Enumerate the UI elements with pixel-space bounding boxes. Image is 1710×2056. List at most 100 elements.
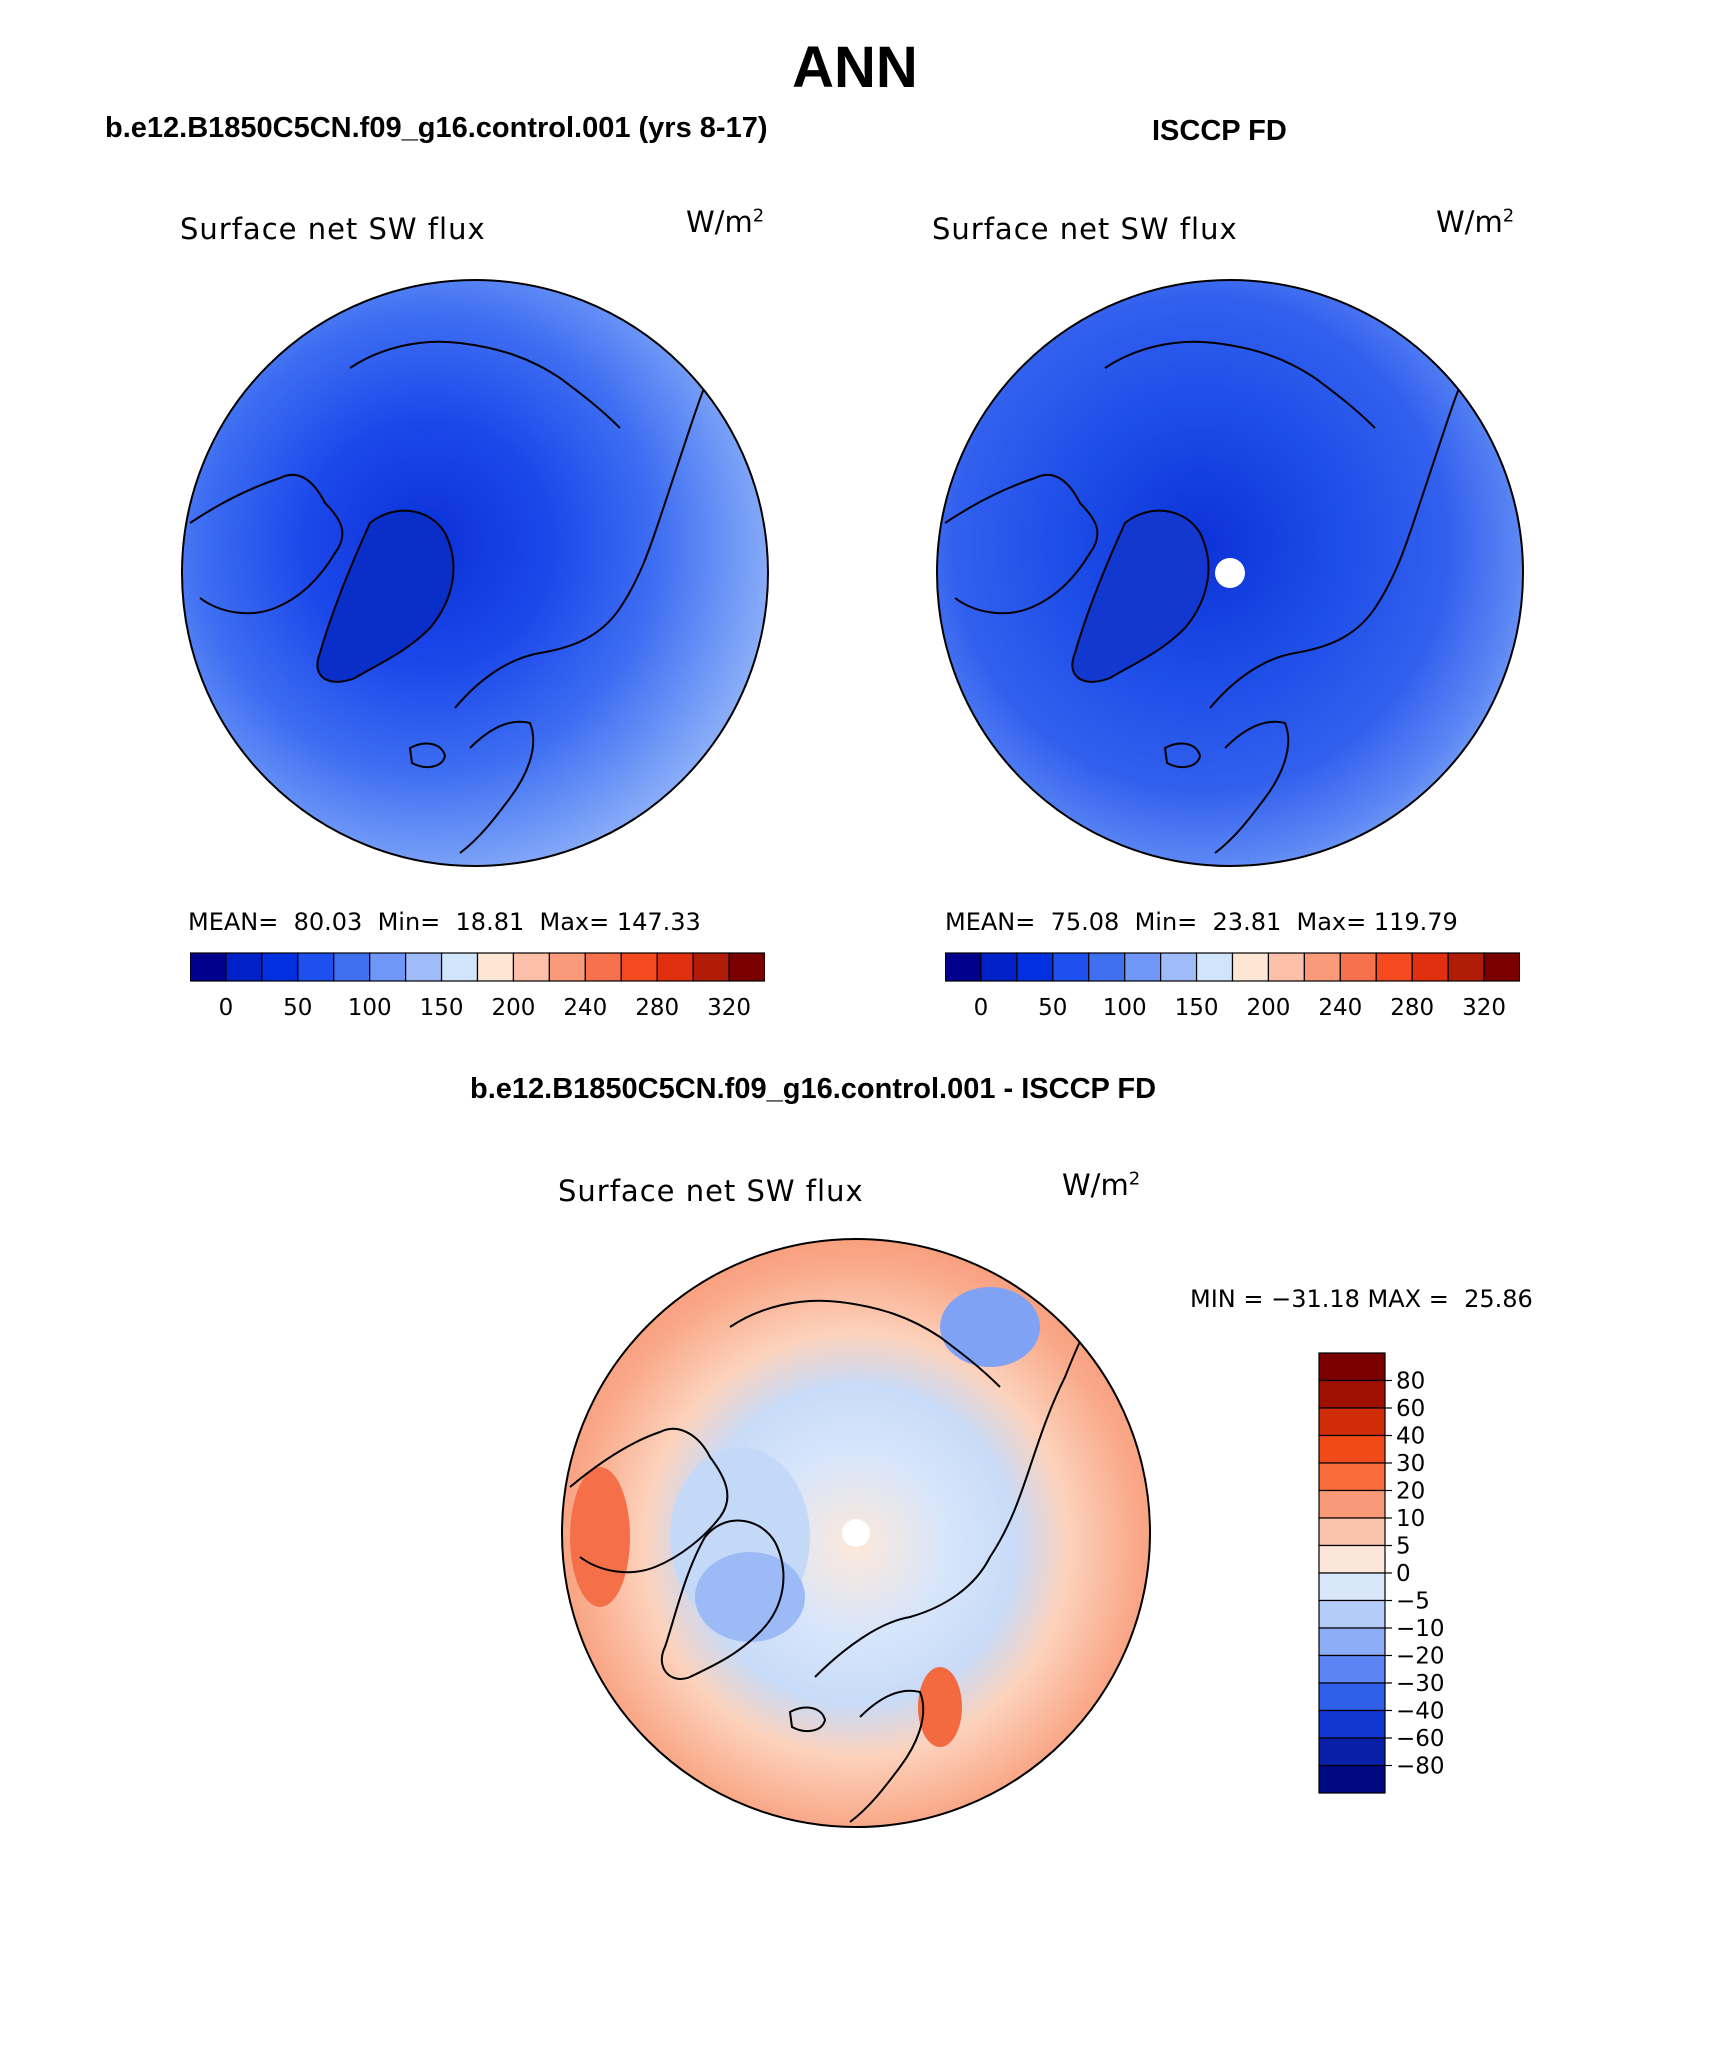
- panel1-canada-coast: [189, 473, 344, 615]
- panel3-colorbar-swatch: [1318, 1627, 1386, 1657]
- panel2-colorbar-swatch: [1267, 952, 1305, 982]
- panel3-colorbar-tick-label: −40: [1396, 1699, 1445, 1725]
- panel3-negative-anomaly-greenland: [695, 1552, 805, 1642]
- panel1-colorbar-tick-label: 200: [491, 995, 535, 1021]
- panel2-colorbar-tick-label: 0: [974, 995, 989, 1021]
- panel2-greenland-coast: [1071, 509, 1210, 683]
- panel2-colorbar-tick-label: 200: [1246, 995, 1290, 1021]
- panel2-colorbar-swatch: [945, 952, 982, 982]
- panel1-colorbar-tick-label: 320: [707, 995, 751, 1021]
- panel3-greenland-coast: [660, 1519, 785, 1680]
- panel3-colorbar-swatch: [1318, 1517, 1386, 1547]
- panel2-colorbar-tick-label: 240: [1318, 995, 1362, 1021]
- panel3-colorbar-tick-label: 40: [1396, 1424, 1425, 1450]
- panel1-colorbar-swatch: [548, 952, 586, 982]
- panel1-map-outline: [181, 279, 769, 867]
- panel1-field-fill: [182, 280, 768, 866]
- panel1-colorbar-tick-label: 280: [635, 995, 679, 1021]
- panel1-colorbar: 0 50 100 150 200 240 280 320: [190, 952, 765, 1021]
- panel3-negative-anomaly-siberia: [940, 1287, 1040, 1367]
- panel1-colorbar-tick-label: 240: [563, 995, 607, 1021]
- panel3-colorbar-swatch: [1318, 1737, 1386, 1767]
- panel3-colorbar-swatch: [1318, 1489, 1386, 1519]
- panel3-colorbar-tick-label: 20: [1396, 1479, 1425, 1505]
- panel2-polar-map: [936, 279, 1524, 867]
- panel3-colorbar-tick-label: 80: [1396, 1369, 1425, 1395]
- panel1-colorbar-tick-label: 150: [420, 995, 464, 1021]
- panel2-colorbar-swatch: [1160, 952, 1198, 982]
- panel3-colorbar-tick-label: 10: [1396, 1506, 1425, 1532]
- panel1-colorbar-swatch: [225, 952, 263, 982]
- panel3-colorbar-swatch: [1318, 1462, 1386, 1492]
- panel1-scandinavia-coast: [459, 720, 535, 854]
- panel1-colorbar-swatch: [369, 952, 407, 982]
- panel1-colorbar-swatch: [476, 952, 515, 982]
- panel3-colorbar-swatch: [1318, 1407, 1386, 1437]
- panel3-case-title: b.e12.B1850C5CN.f09_g16.control.001 - IS…: [470, 1073, 1157, 1105]
- panel2-colorbar-swatch: [980, 952, 1018, 982]
- panel2-colorbar-tick-label: 150: [1175, 995, 1219, 1021]
- panel2-colorbar-swatch: [1303, 952, 1341, 982]
- panel2-map-outline: [936, 279, 1524, 867]
- panel1-colorbar-swatch: [584, 952, 622, 982]
- panel2-colorbar-swatch: [1124, 952, 1162, 982]
- panel2-pole-hole: [1215, 558, 1245, 588]
- panel3-colorbar-tick-label: 5: [1396, 1534, 1411, 1560]
- panel3-colorbar-swatch: [1318, 1709, 1386, 1739]
- panel1-colorbar-swatch: [190, 952, 227, 982]
- panel3-colorbar-swatch: [1318, 1764, 1386, 1794]
- panel3-pole-hole: [842, 1519, 870, 1547]
- panel3-colorbar-tick-label: −60: [1396, 1726, 1445, 1752]
- panel3-colorbar-tick-label: 0: [1396, 1561, 1411, 1587]
- panel3-colorbar-swatch: [1318, 1654, 1386, 1684]
- panel3-colorbar-swatch: [1318, 1599, 1386, 1629]
- panel1-plot-title: Surface net SW flux: [180, 212, 486, 246]
- panel3-colorbar-tick-label: 60: [1396, 1396, 1425, 1422]
- panel2-stats: MEAN= 75.08 Min= 23.81 Max= 119.79: [945, 908, 1458, 936]
- panel3-polar-map: [561, 1238, 1151, 1828]
- panel1-stats: MEAN= 80.03 Min= 18.81 Max= 147.33: [188, 908, 701, 936]
- panel2-colorbar-swatch: [1447, 952, 1485, 982]
- panel2-case-title: ISCCP FD: [1152, 115, 1287, 147]
- panel3-stats: MIN = −31.18 MAX = 25.86: [1190, 1285, 1533, 1313]
- panel1-colorbar-swatch: [692, 952, 730, 982]
- panel2-colorbar-swatch: [1088, 952, 1126, 982]
- panel1-colorbar-swatch: [656, 952, 694, 982]
- panel3-siberia-coast: [729, 1299, 1001, 1388]
- panel2-colorbar-swatch: [1483, 952, 1520, 982]
- panel1-colorbar-tick-label: 50: [283, 995, 312, 1021]
- panel1-greenland-coast: [316, 509, 455, 683]
- panel2-scandinavia-coast: [1214, 720, 1290, 854]
- panel2-units: W/m2: [1436, 205, 1515, 239]
- panel2-colorbar-tick-label: 50: [1038, 995, 1067, 1021]
- panel3-colorbar-swatch: [1318, 1379, 1386, 1409]
- panel3-eurasia-coast: [814, 1306, 1101, 1678]
- panel2-colorbar-tick-label: 280: [1390, 995, 1434, 1021]
- panel1-colorbar-swatch: [297, 952, 335, 982]
- panel3-positive-anomaly-scandinavia: [918, 1667, 962, 1747]
- panel1-siberia-coast: [349, 340, 621, 429]
- panel1-iceland-coast: [408, 742, 447, 769]
- panel3-colorbar-tick-label: −5: [1396, 1589, 1430, 1615]
- panel3-positive-anomaly-pacific: [570, 1467, 630, 1607]
- panel3-colorbar-swatch: [1318, 1682, 1386, 1712]
- panel1-colorbar-swatch: [620, 952, 658, 982]
- panel3-colorbar-swatch: [1318, 1434, 1386, 1464]
- panel1-colorbar-swatch: [728, 952, 765, 982]
- panel2-colorbar-tick-label: 320: [1462, 995, 1506, 1021]
- panel2-colorbar-swatch: [1052, 952, 1090, 982]
- panel2-canada-coast: [944, 473, 1099, 615]
- panel2-siberia-coast: [1104, 340, 1376, 429]
- panel3-iceland-coast: [788, 1706, 827, 1733]
- panel1-units: W/m2: [686, 205, 765, 239]
- panel3-colorbar-tick-label: −10: [1396, 1616, 1445, 1642]
- panel2-colorbar-tick-label: 100: [1103, 995, 1147, 1021]
- panel1-colorbar-tick-label: 100: [348, 995, 392, 1021]
- panel1-polar-map: [181, 279, 769, 867]
- panel2-iceland-coast: [1163, 742, 1202, 769]
- panel3-colorbar-tick-label: 30: [1396, 1451, 1425, 1477]
- panel1-eurasia-coast: [454, 347, 726, 709]
- panel3-units: W/m2: [1062, 1168, 1141, 1202]
- panel2-colorbar-swatch: [1231, 952, 1270, 982]
- panel2-colorbar-swatch: [1195, 952, 1234, 982]
